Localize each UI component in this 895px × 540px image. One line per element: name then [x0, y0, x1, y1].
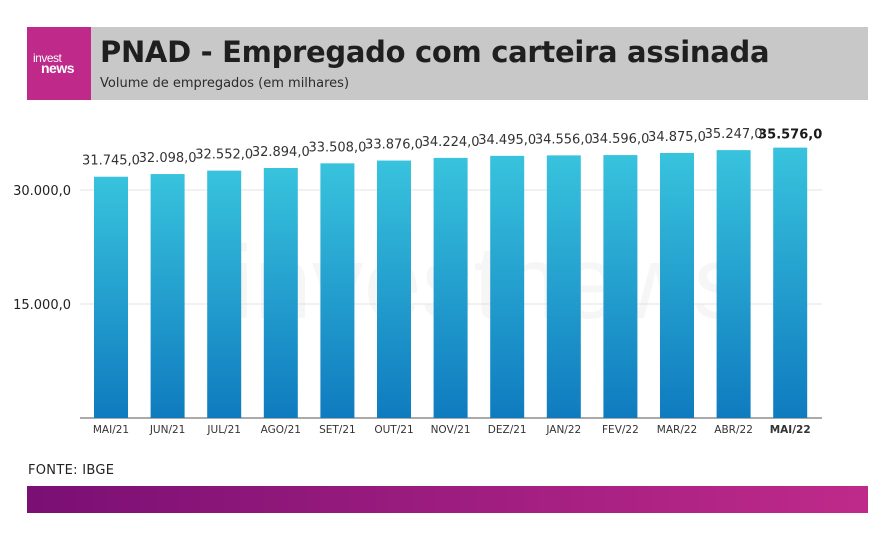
x-tick-label: SET/21 — [319, 424, 356, 436]
investnews-logo: invest news — [27, 27, 91, 100]
header-banner: invest news PNAD - Empregado com carteir… — [27, 27, 868, 100]
logo-text-invest: invest — [33, 51, 62, 65]
bar — [773, 147, 808, 418]
chart-subtitle: Volume de empregados (em milhares) — [100, 76, 350, 91]
x-tick-label: DEZ/21 — [488, 424, 527, 436]
x-tick-label: MAI/22 — [770, 424, 811, 436]
x-tick-label: NOV/21 — [431, 424, 471, 436]
bar — [263, 168, 298, 418]
bar — [603, 155, 638, 418]
bar — [660, 152, 694, 418]
source-note: FONTE: IBGE — [28, 463, 115, 478]
data-label: 34.224,0 — [422, 135, 480, 150]
data-label: 32.552,0 — [195, 148, 253, 163]
data-label: 34.556,0 — [535, 132, 593, 147]
bar — [94, 176, 128, 418]
bar-chart: investnews 31.745,032.098,032.552,032.89… — [13, 127, 822, 436]
logo-text-news: news — [41, 60, 75, 76]
watermark: investnews — [231, 225, 745, 341]
chart-title: PNAD - Empregado com carteira assinada — [100, 35, 770, 69]
data-label: 35.247,0 — [705, 127, 763, 142]
x-tick-label: MAR/22 — [657, 424, 697, 436]
x-tick-label: OUT/21 — [374, 424, 413, 436]
data-label: 34.875,0 — [648, 130, 706, 145]
x-tick-label: MAI/21 — [93, 424, 129, 436]
x-tick-label: AGO/21 — [261, 424, 301, 436]
bar — [433, 157, 468, 419]
x-tick-label: ABR/22 — [714, 424, 753, 436]
data-label: 32.098,0 — [139, 151, 197, 166]
data-label: 33.876,0 — [365, 138, 423, 153]
x-tick-label: JUN/21 — [149, 424, 186, 436]
data-label: 33.508,0 — [308, 140, 366, 155]
bar — [546, 155, 581, 419]
bar — [150, 174, 185, 418]
bar — [377, 160, 411, 418]
y-tick-label: 30.000,0 — [13, 184, 71, 199]
bar — [320, 163, 355, 418]
bar — [490, 155, 525, 418]
data-label: 34.596,0 — [591, 132, 649, 147]
bar — [207, 170, 242, 418]
x-tick-label: JUL/21 — [206, 424, 241, 436]
bar — [716, 150, 751, 418]
data-label: 31.745,0 — [82, 154, 140, 169]
x-tick-label: FEV/22 — [602, 424, 639, 436]
data-label: 34.495,0 — [478, 133, 536, 148]
data-label: 32.894,0 — [252, 145, 310, 160]
x-tick-label: JAN/22 — [545, 424, 581, 436]
data-label: 35.576,0 — [758, 128, 822, 143]
footer-gradient-bar — [27, 486, 868, 513]
y-tick-label: 15.000,0 — [13, 298, 71, 313]
